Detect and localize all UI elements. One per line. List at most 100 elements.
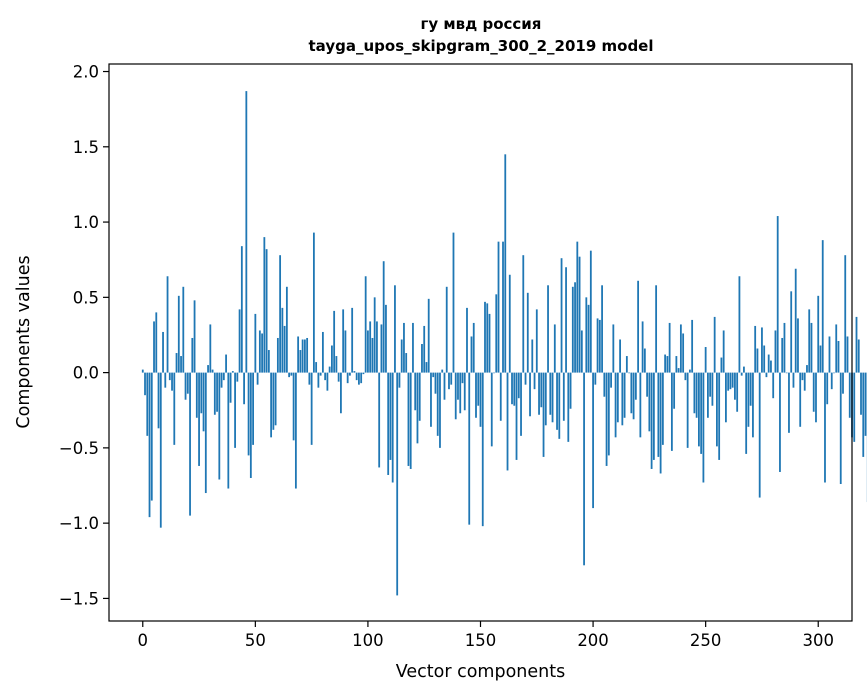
bar	[562, 372, 565, 421]
bar	[328, 366, 331, 373]
bar	[351, 307, 354, 373]
bar	[310, 372, 313, 445]
bar	[544, 372, 547, 426]
bar	[189, 372, 191, 516]
bar	[360, 372, 363, 384]
bar	[231, 371, 234, 373]
bar	[254, 313, 257, 373]
bar	[472, 322, 475, 373]
bar	[538, 372, 540, 415]
bar	[414, 372, 417, 411]
bar	[655, 285, 658, 373]
bar	[463, 372, 466, 411]
bar	[265, 249, 268, 373]
bar-series	[141, 91, 867, 596]
bar	[571, 286, 574, 373]
bar	[549, 372, 552, 415]
bar	[821, 240, 824, 373]
bar	[639, 372, 642, 438]
bar	[790, 291, 793, 373]
bar	[445, 286, 448, 373]
bar	[245, 91, 248, 373]
bar	[294, 372, 297, 489]
bar	[716, 372, 718, 447]
bar	[758, 372, 761, 498]
bar	[621, 372, 624, 426]
bar	[213, 372, 216, 415]
bar	[506, 372, 509, 471]
bar	[218, 372, 221, 480]
bar	[616, 372, 619, 423]
bar	[421, 344, 423, 373]
bar	[666, 356, 669, 373]
bar	[434, 372, 437, 394]
bar	[815, 372, 817, 423]
bar	[853, 372, 856, 442]
bar	[272, 372, 275, 430]
bar	[585, 297, 588, 373]
bar	[598, 319, 601, 373]
y-tick-label: 1.0	[73, 213, 99, 232]
bar	[457, 372, 459, 400]
bar	[159, 372, 162, 528]
bar	[211, 369, 214, 373]
bar	[150, 372, 153, 501]
bar	[504, 154, 507, 373]
bar	[335, 356, 338, 373]
bar	[198, 372, 200, 466]
bar	[839, 372, 842, 485]
bar	[256, 372, 259, 385]
bar	[441, 369, 444, 373]
bar	[589, 250, 592, 373]
bar	[141, 369, 144, 373]
bar	[342, 309, 345, 373]
bar	[207, 365, 209, 373]
bar	[702, 372, 705, 483]
bar	[249, 372, 252, 478]
bar	[707, 372, 709, 418]
bar	[594, 372, 597, 385]
bar	[605, 372, 608, 466]
bar	[628, 372, 630, 374]
bar	[592, 372, 594, 509]
bar	[443, 372, 446, 400]
bar	[508, 274, 511, 373]
bar	[382, 261, 385, 373]
bar	[439, 372, 441, 448]
bar	[864, 372, 867, 436]
bar	[385, 304, 387, 373]
bar	[340, 372, 342, 414]
bar	[495, 294, 498, 373]
bar	[243, 372, 245, 405]
bar	[171, 372, 173, 391]
bar	[862, 372, 865, 457]
bar	[704, 347, 707, 373]
bar	[358, 372, 360, 385]
bar	[601, 285, 603, 373]
bar	[835, 324, 838, 373]
bar	[517, 372, 520, 399]
bar	[355, 372, 358, 381]
bar	[810, 322, 813, 373]
bar	[623, 372, 626, 418]
bar	[184, 372, 187, 400]
bar	[367, 330, 369, 373]
bar	[344, 330, 347, 373]
bar	[526, 292, 529, 373]
x-tick-label: 50	[245, 631, 266, 650]
bar	[387, 372, 390, 475]
bar	[801, 372, 804, 381]
bar	[720, 357, 723, 373]
bar	[596, 318, 599, 373]
bar	[632, 372, 635, 420]
bar	[479, 372, 482, 427]
bar	[646, 372, 649, 397]
bar	[394, 285, 396, 373]
bar	[409, 372, 412, 469]
bar	[371, 337, 374, 373]
bar	[274, 372, 277, 426]
bar	[412, 322, 414, 373]
bar	[700, 372, 703, 454]
